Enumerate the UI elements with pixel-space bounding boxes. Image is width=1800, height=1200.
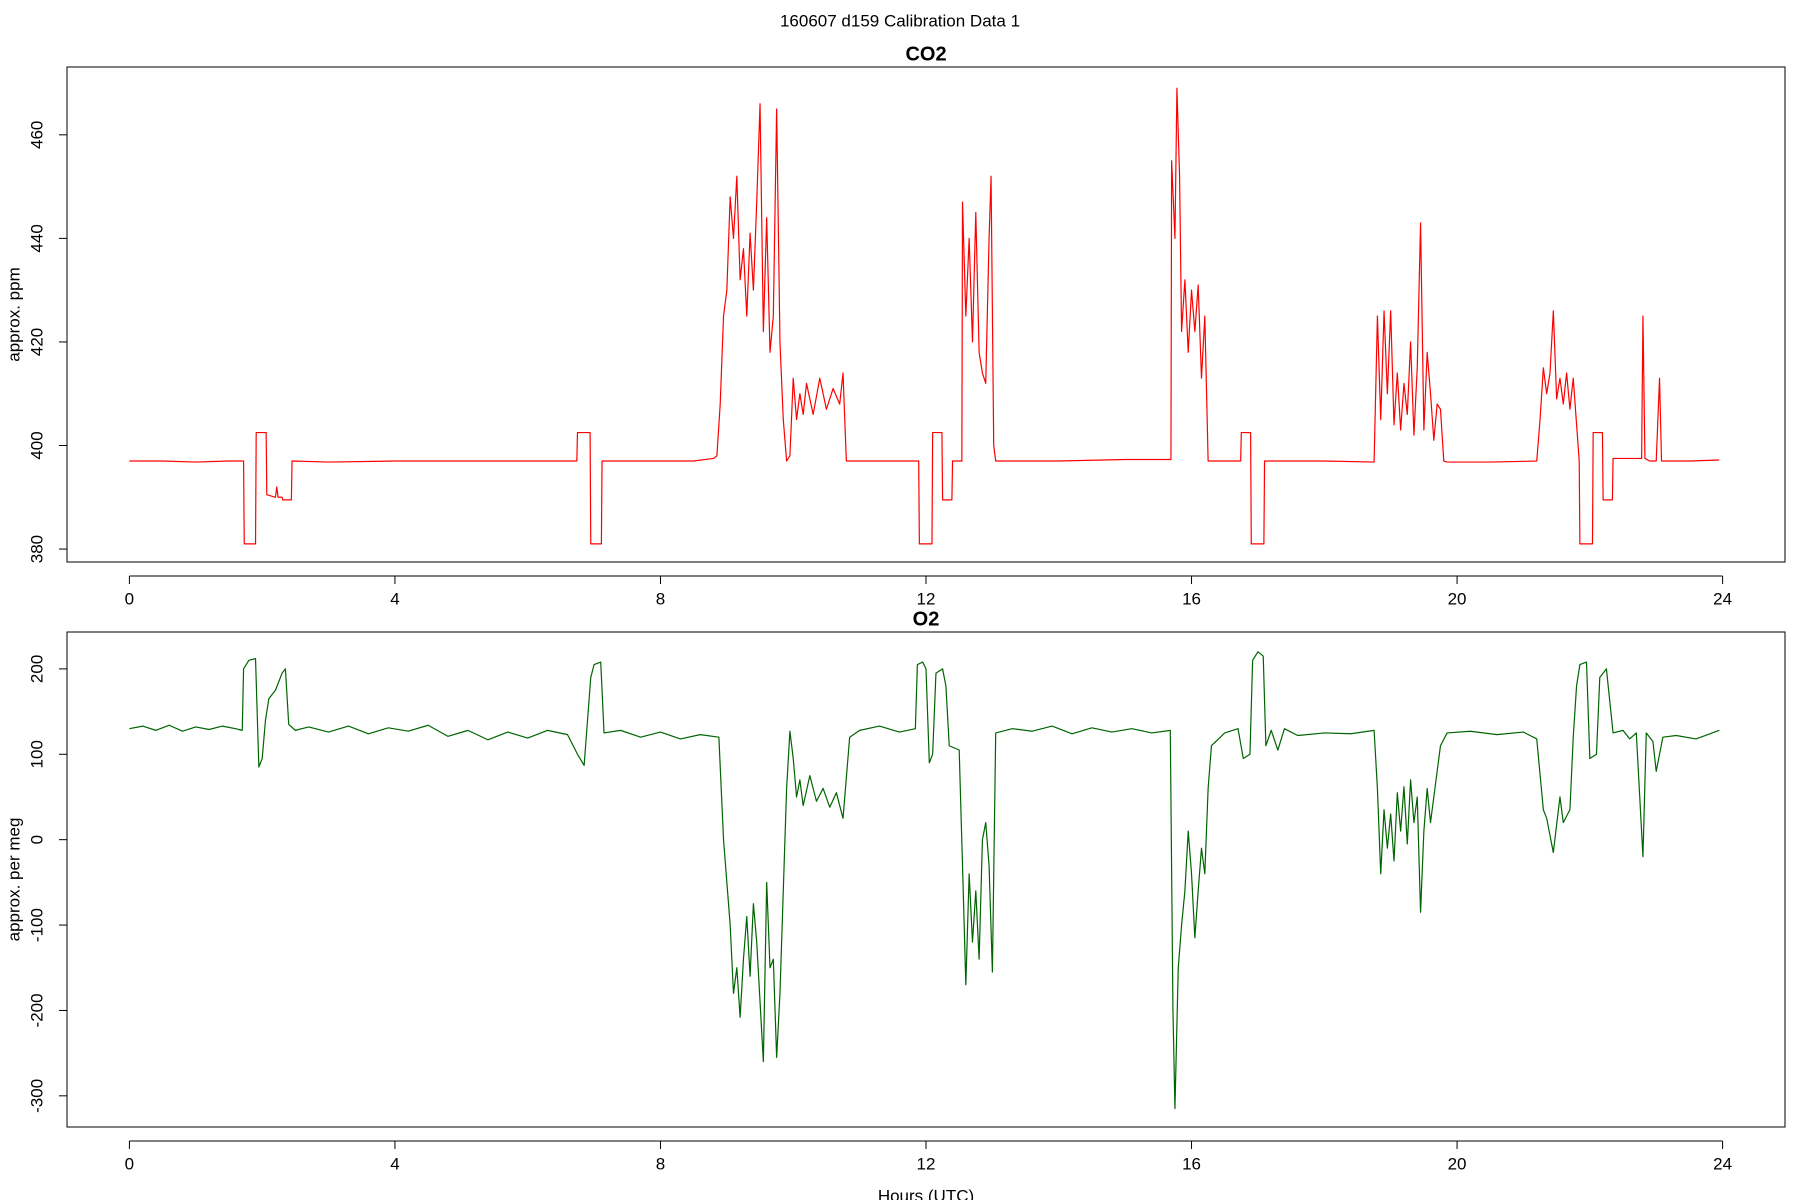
panel-title: CO2 xyxy=(905,43,946,65)
y-tick-label: 200 xyxy=(27,655,46,683)
data-line xyxy=(129,87,1720,545)
x-tick-label: 8 xyxy=(656,1154,665,1173)
x-tick-label: 12 xyxy=(917,589,936,608)
y-tick-label: 420 xyxy=(27,328,46,356)
y-tick-label: 100 xyxy=(27,740,46,768)
plot-frame xyxy=(66,631,1786,1128)
x-tick-label: 12 xyxy=(917,1154,936,1173)
x-tick-label: 16 xyxy=(1182,1154,1201,1173)
y-tick-label: 0 xyxy=(27,835,46,844)
x-tick-label: 16 xyxy=(1182,589,1201,608)
x-tick-label: 20 xyxy=(1448,589,1467,608)
y-tick-label: 440 xyxy=(27,224,46,252)
x-tick-label: 24 xyxy=(1713,589,1732,608)
x-tick-label: 4 xyxy=(390,589,399,608)
y-tick-label: -100 xyxy=(27,908,46,942)
y-tick-label: -200 xyxy=(27,993,46,1027)
y-axis-label: approx. ppm xyxy=(4,267,23,362)
x-tick-label: 24 xyxy=(1713,1154,1732,1173)
x-tick-label: 20 xyxy=(1448,1154,1467,1173)
x-axis-label: Hours (UTC) xyxy=(878,1186,974,1200)
x-tick-label: 8 xyxy=(656,589,665,608)
y-tick-label: 460 xyxy=(27,121,46,149)
y-tick-label: 400 xyxy=(27,431,46,459)
figure-title: 160607 d159 Calibration Data 1 xyxy=(780,11,1020,30)
x-tick-label: 0 xyxy=(125,589,134,608)
plot-frame xyxy=(66,66,1786,563)
data-line xyxy=(129,651,1720,1110)
y-tick-label: -300 xyxy=(27,1079,46,1113)
x-tick-label: 0 xyxy=(125,1154,134,1173)
y-axis-label: approx. per meg xyxy=(4,818,23,942)
y-tick-label: 380 xyxy=(27,535,46,563)
panel-title: O2 xyxy=(913,608,940,630)
x-tick-label: 4 xyxy=(390,1154,399,1173)
